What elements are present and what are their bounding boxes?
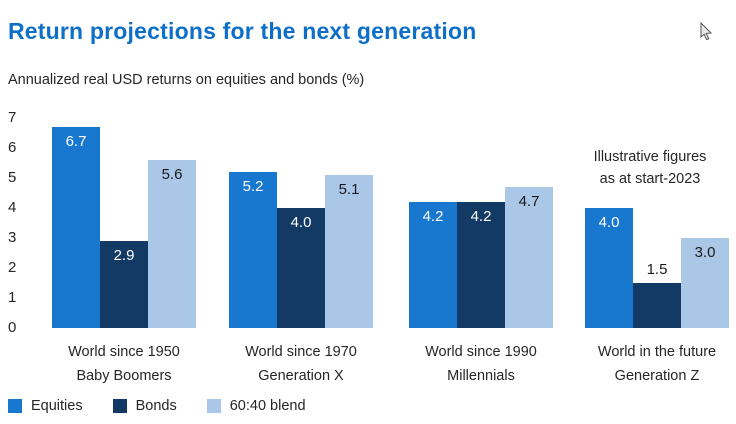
bar-value-label: 4.0 xyxy=(598,214,620,231)
category-generation: Generation Z xyxy=(614,368,700,384)
bar-60-40-blend: 4.7 xyxy=(505,187,553,328)
y-tick-label: 2 xyxy=(8,259,17,276)
category-period: World in the future xyxy=(597,344,717,360)
bar-bonds: 2.9 xyxy=(100,241,148,328)
bar-bonds: 4.0 xyxy=(277,208,325,328)
category-period: World since 1950 xyxy=(68,344,180,360)
bar-value-label: 4.2 xyxy=(422,208,444,225)
legend-swatch xyxy=(112,399,127,413)
bar-60-40-blend: 3.0 xyxy=(681,238,729,328)
bar-value-label: 4.7 xyxy=(518,193,540,210)
bar-value-label: 2.9 xyxy=(113,247,135,264)
legend-item-bonds: Bonds xyxy=(112,398,177,414)
bar-value-label: 4.0 xyxy=(290,214,312,231)
x-axis-category-label: World since 1950 Baby Boomers xyxy=(24,340,224,388)
bar-60-40-blend: 5.1 xyxy=(325,175,373,328)
legend-label: 60:40 blend xyxy=(229,398,306,414)
bar-value-label: 5.6 xyxy=(161,166,183,183)
legend-label: Bonds xyxy=(135,398,177,414)
legend-swatch xyxy=(206,399,221,413)
bar-equities: 4.2 xyxy=(409,202,457,328)
annotation-line-1: Illustrative figures xyxy=(593,149,707,165)
mouse-cursor-icon xyxy=(700,22,713,40)
category-generation: Generation X xyxy=(258,368,344,384)
x-axis-category-label: World in the future Generation Z xyxy=(557,340,736,388)
y-tick-label: 7 xyxy=(8,109,17,126)
bar-value-label: 1.5 xyxy=(646,261,668,278)
bar-60-40-blend: 5.6 xyxy=(148,160,196,328)
category-generation: Millennials xyxy=(447,368,515,384)
chart-legend: Equities Bonds 60:40 blend xyxy=(8,398,306,414)
category-period: World since 1970 xyxy=(245,344,357,360)
legend-label: Equities xyxy=(31,398,83,414)
page-title: Return projections for the next generati… xyxy=(8,18,477,45)
legend-item-60-40-blend: 60:40 blend xyxy=(206,398,306,414)
x-axis-category-label: World since 1990 Millennials xyxy=(381,340,581,388)
bar-value-label: 5.2 xyxy=(242,178,264,195)
chart-plot: 6.7 2.9 5.6 5.2 4.0 5.1 4.2 4.2 4.7 4.0 1.5 3.0 xyxy=(38,118,732,328)
y-tick-label: 0 xyxy=(8,319,17,336)
legend-swatch xyxy=(8,399,22,413)
category-generation: Baby Boomers xyxy=(76,368,172,384)
bar-equities: 5.2 xyxy=(229,172,277,328)
y-tick-label: 4 xyxy=(8,199,17,216)
bar-value-label: 3.0 xyxy=(694,244,716,261)
y-tick-label: 3 xyxy=(8,229,17,246)
bar-equities: 4.0 xyxy=(585,208,633,328)
bar-group: 5.2 4.0 5.1 xyxy=(229,118,373,328)
bar-group: 4.2 4.2 4.7 xyxy=(409,118,553,328)
bar-group: 6.7 2.9 5.6 xyxy=(52,118,196,328)
y-tick-label: 5 xyxy=(8,169,17,186)
bar-equities: 6.7 xyxy=(52,127,100,328)
annotation-line-2: as at start-2023 xyxy=(599,171,701,187)
bar-value-label: 5.1 xyxy=(338,181,360,198)
bar-bonds: 4.2 xyxy=(457,202,505,328)
category-period: World since 1990 xyxy=(425,344,537,360)
bar-value-label: 4.2 xyxy=(470,208,492,225)
chart-annotation: Illustrative figures as at start-2023 xyxy=(570,146,730,190)
bar-bonds xyxy=(633,283,681,328)
legend-item-equities: Equities xyxy=(8,398,83,414)
bar-value-label: 6.7 xyxy=(65,133,87,150)
bar-group: 4.0 1.5 3.0 xyxy=(585,118,729,328)
y-tick-label: 6 xyxy=(8,139,17,156)
y-tick-label: 1 xyxy=(8,289,17,306)
x-axis-category-label: World since 1970 Generation X xyxy=(201,340,401,388)
chart-subtitle: Annualized real USD returns on equities … xyxy=(8,72,365,88)
